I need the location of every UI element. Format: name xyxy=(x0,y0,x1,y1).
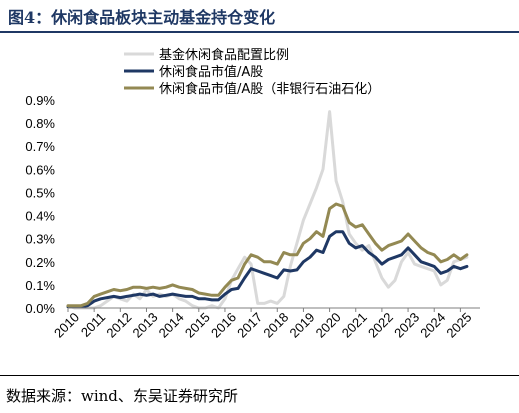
x-tick-label: 2011 xyxy=(78,310,108,340)
series-layer xyxy=(66,110,469,310)
x-tick-label: 2024 xyxy=(417,310,448,341)
y-tick-label: 0.8% xyxy=(25,116,55,131)
x-tick-label: 2015 xyxy=(182,310,213,341)
y-tick-label: 0.7% xyxy=(25,139,55,154)
title-rule xyxy=(0,31,519,33)
x-tick-label: 2016 xyxy=(208,310,239,341)
x-tick-label: 2019 xyxy=(286,310,317,341)
y-tick-label: 0.0% xyxy=(25,301,55,316)
x-tick-label: 2025 xyxy=(443,310,474,341)
series-line-market-cap-ex-financials xyxy=(66,202,469,308)
y-tick-label: 0.4% xyxy=(25,209,55,224)
legend-label: 休闲食品市值/A股 xyxy=(159,64,263,80)
y-tick-label: 0.2% xyxy=(25,255,55,270)
legend-item-fund-allocation: 基金休闲食品配置比例 xyxy=(124,47,289,63)
legend-label: 休闲食品市值/A股（非银行石油石化） xyxy=(159,81,380,97)
y-tick-label: 0.9% xyxy=(25,93,55,108)
x-tick-label: 2013 xyxy=(130,310,161,341)
legend-item-market-cap-a-share: 休闲食品市值/A股 xyxy=(124,64,263,80)
x-tick-label: 2023 xyxy=(391,310,422,341)
y-axis-ticks: 0.0% 0.1% 0.2% 0.3% 0.4% 0.5% 0.6% 0.7% 0.8% 0.9% xyxy=(25,93,55,316)
x-tick-label: 2018 xyxy=(260,310,291,341)
x-axis: 2010201120122013201420152016201720182019… xyxy=(51,307,480,341)
legend-item-market-cap-ex-financials: 休闲食品市值/A股（非银行石油石化） xyxy=(124,81,380,97)
y-tick-label: 0.3% xyxy=(25,232,55,247)
x-tick-label: 2020 xyxy=(313,310,344,341)
source-rule xyxy=(0,375,519,376)
y-tick-label: 0.5% xyxy=(25,185,55,200)
x-tick-label: 2021 xyxy=(339,310,370,341)
x-tick-label: 2010 xyxy=(51,310,82,341)
series-line-fund-allocation xyxy=(66,110,469,310)
source-note: 数据来源：wind、东吴证券研究所 xyxy=(6,387,238,405)
y-tick-label: 0.6% xyxy=(25,162,55,177)
x-tick-label: 2014 xyxy=(156,310,187,341)
y-tick-label: 0.1% xyxy=(25,278,55,293)
x-tick-label: 2012 xyxy=(103,310,134,341)
series-line-market-cap-a-share xyxy=(66,230,469,309)
figure-title: 图4：休闲食品板块主动基金持仓变化 xyxy=(8,8,276,27)
x-tick-label: 2017 xyxy=(234,310,265,341)
x-tick-label: 2022 xyxy=(365,310,396,341)
legend-label: 基金休闲食品配置比例 xyxy=(159,47,289,63)
